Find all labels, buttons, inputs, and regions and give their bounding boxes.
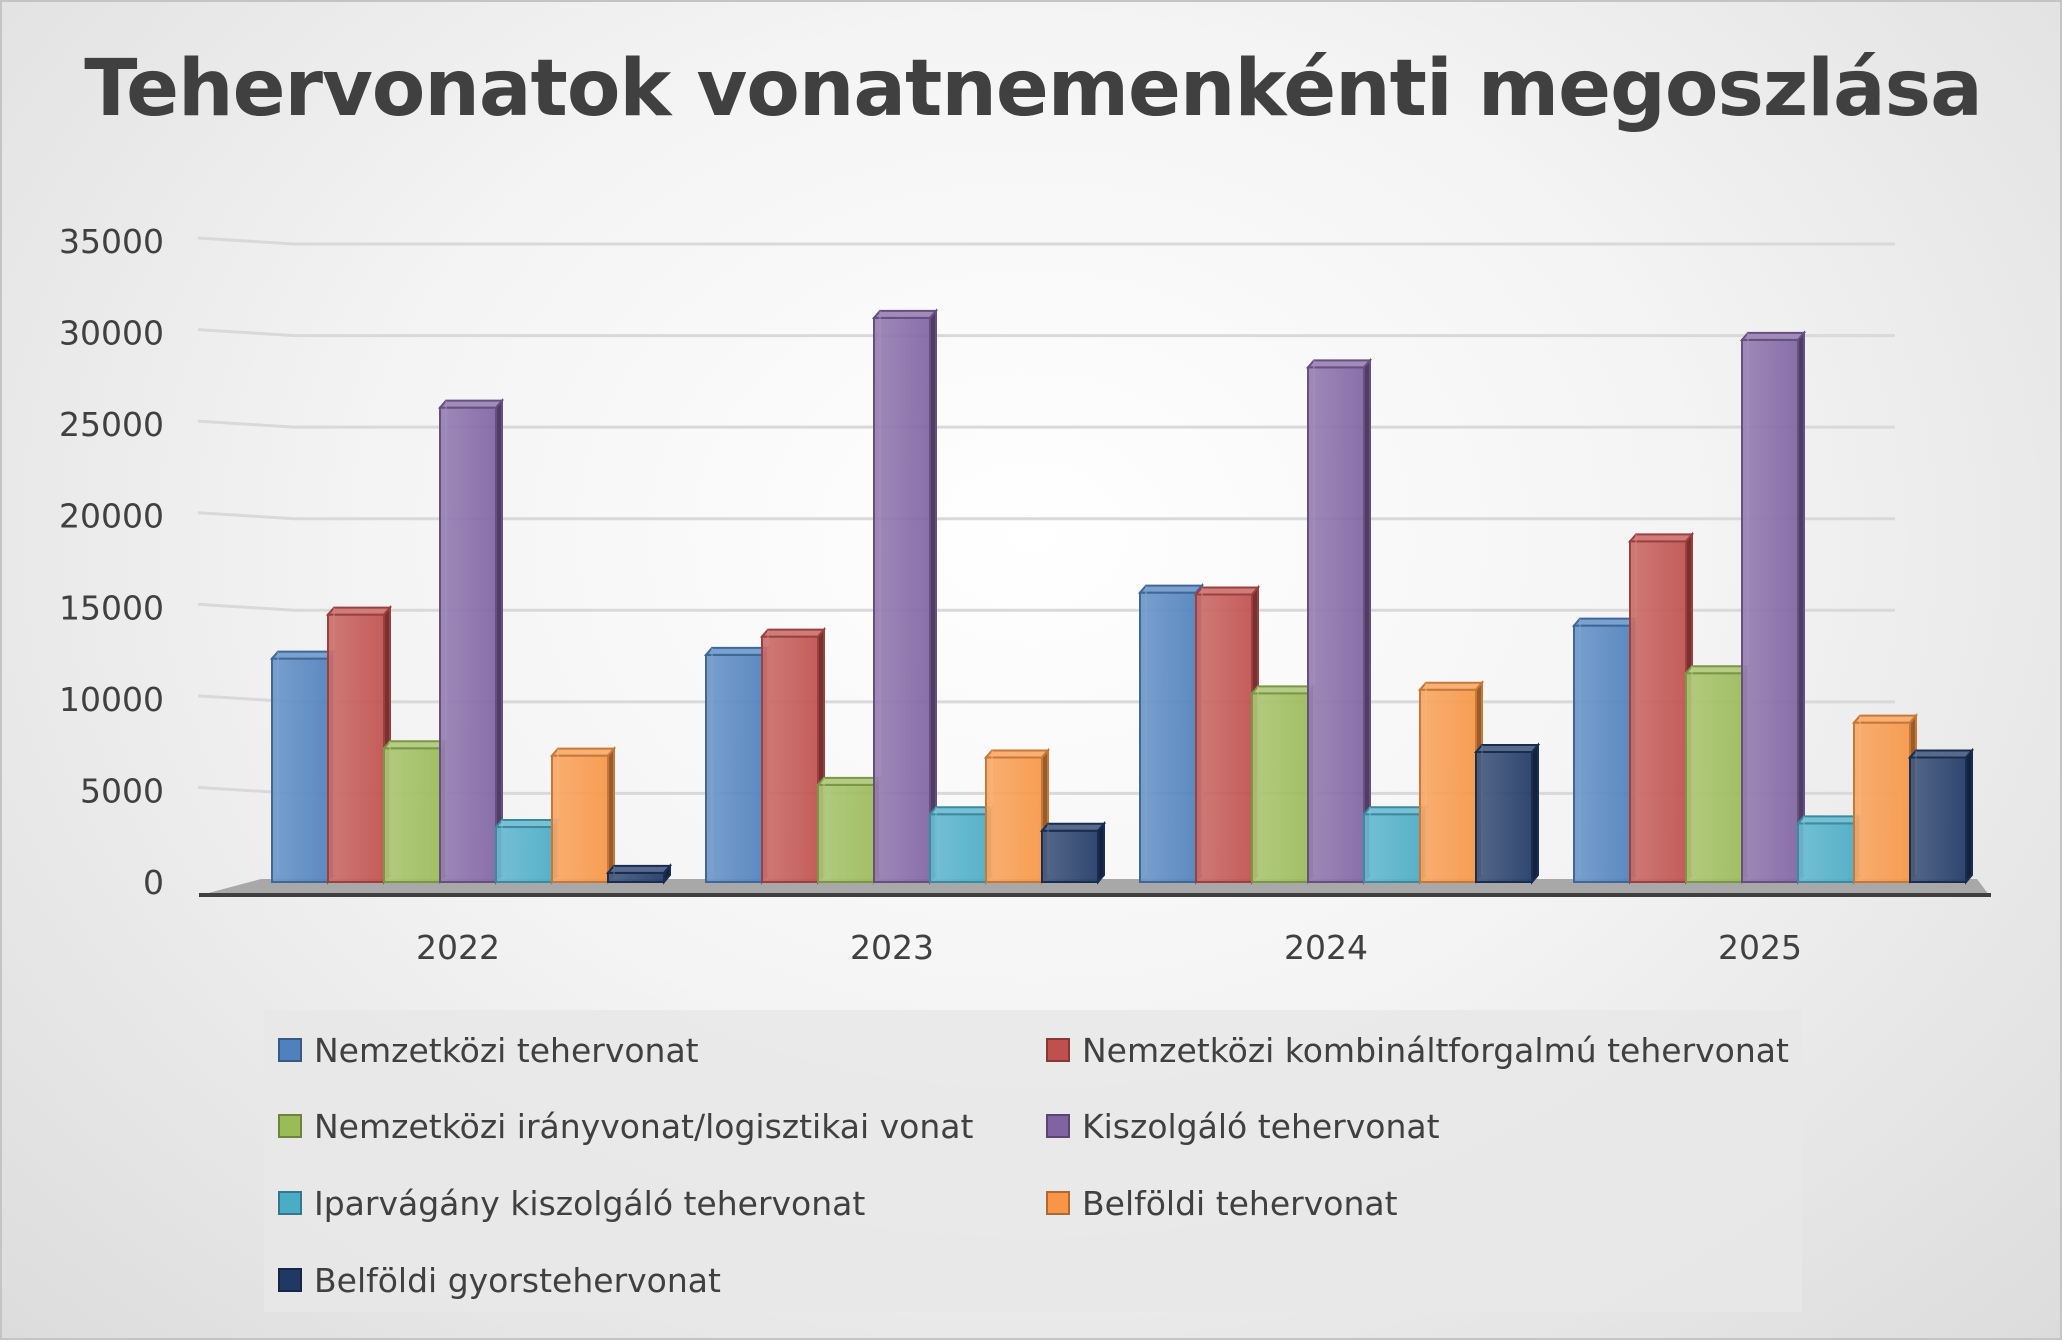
bar bbox=[1627, 531, 1695, 885]
bar bbox=[1249, 683, 1317, 885]
bar bbox=[1795, 813, 1863, 885]
chart-title: Tehervonatok vonatnemenkénti megoszlása bbox=[84, 44, 1982, 134]
bar bbox=[1907, 747, 1975, 885]
legend-item: Belföldi tehervonat bbox=[1046, 1173, 1398, 1233]
bar bbox=[1305, 357, 1373, 885]
bar bbox=[815, 775, 883, 885]
y-tick-label: 0 bbox=[143, 863, 164, 902]
legend-swatch bbox=[278, 1038, 302, 1062]
legend-item: Iparvágány kiszolgáló tehervonat bbox=[278, 1173, 865, 1233]
legend-label: Belföldi gyorstehervonat bbox=[314, 1260, 721, 1300]
y-tick-label: 5000 bbox=[80, 771, 164, 810]
y-tick-label: 10000 bbox=[59, 680, 164, 719]
y-tick-label: 35000 bbox=[59, 222, 164, 261]
legend-swatch bbox=[1046, 1114, 1070, 1138]
bar bbox=[325, 604, 393, 885]
bar bbox=[1571, 615, 1639, 885]
bar bbox=[983, 747, 1051, 885]
y-tick-label: 15000 bbox=[59, 588, 164, 627]
bar bbox=[1137, 582, 1205, 885]
x-tick-label: 2023 bbox=[850, 928, 934, 967]
legend-label: Nemzetközi kombináltforgalmú tehervonat bbox=[1082, 1030, 1789, 1070]
gridline bbox=[197, 328, 1895, 338]
bar bbox=[1417, 679, 1485, 885]
legend-swatch bbox=[1046, 1038, 1070, 1062]
chart-legend: Nemzetközi tehervonat Nemzetközi kombinál… bbox=[264, 1010, 1802, 1312]
bar bbox=[1193, 584, 1261, 885]
legend-item: Nemzetközi irányvonat/logisztikai vonat bbox=[278, 1096, 973, 1156]
bar bbox=[605, 863, 673, 885]
chart-floor bbox=[201, 879, 1989, 895]
x-tick-label: 2024 bbox=[1284, 928, 1368, 967]
legend-item: Nemzetközi tehervonat bbox=[278, 1020, 699, 1080]
bar bbox=[549, 745, 617, 885]
bar bbox=[493, 817, 561, 885]
bar bbox=[1473, 742, 1541, 885]
bar bbox=[1039, 821, 1107, 885]
bar bbox=[381, 738, 449, 885]
x-tick-label: 2022 bbox=[416, 928, 500, 967]
bar bbox=[871, 308, 939, 885]
bar bbox=[1739, 330, 1807, 885]
legend-label: Iparvágány kiszolgáló tehervonat bbox=[314, 1183, 866, 1223]
legend-label: Nemzetközi tehervonat bbox=[314, 1030, 699, 1070]
bar bbox=[437, 397, 505, 885]
legend-item: Nemzetközi kombináltforgalmú tehervonat bbox=[1046, 1020, 1789, 1080]
legend-label: Nemzetközi irányvonat/logisztikai vonat bbox=[314, 1106, 974, 1146]
bar bbox=[1851, 712, 1919, 885]
legend-item: Kiszolgáló tehervonat bbox=[1046, 1096, 1440, 1156]
bar bbox=[703, 645, 771, 885]
gridline bbox=[197, 236, 1895, 246]
bar bbox=[269, 648, 337, 885]
legend-item: Belföldi gyorstehervonat bbox=[278, 1250, 721, 1310]
legend-label: Belföldi tehervonat bbox=[1082, 1183, 1398, 1223]
bar bbox=[1683, 663, 1751, 885]
legend-swatch bbox=[278, 1268, 302, 1292]
x-tick-label: 2025 bbox=[1718, 928, 1802, 967]
legend-swatch bbox=[278, 1191, 302, 1215]
bar bbox=[927, 804, 995, 885]
legend-label: Kiszolgáló tehervonat bbox=[1082, 1106, 1440, 1146]
bar bbox=[759, 626, 827, 885]
legend-swatch bbox=[1046, 1191, 1070, 1215]
legend-swatch bbox=[278, 1114, 302, 1138]
y-tick-label: 30000 bbox=[59, 314, 164, 353]
bar bbox=[1361, 804, 1429, 885]
y-tick-label: 20000 bbox=[59, 497, 164, 536]
y-tick-label: 25000 bbox=[59, 405, 164, 444]
